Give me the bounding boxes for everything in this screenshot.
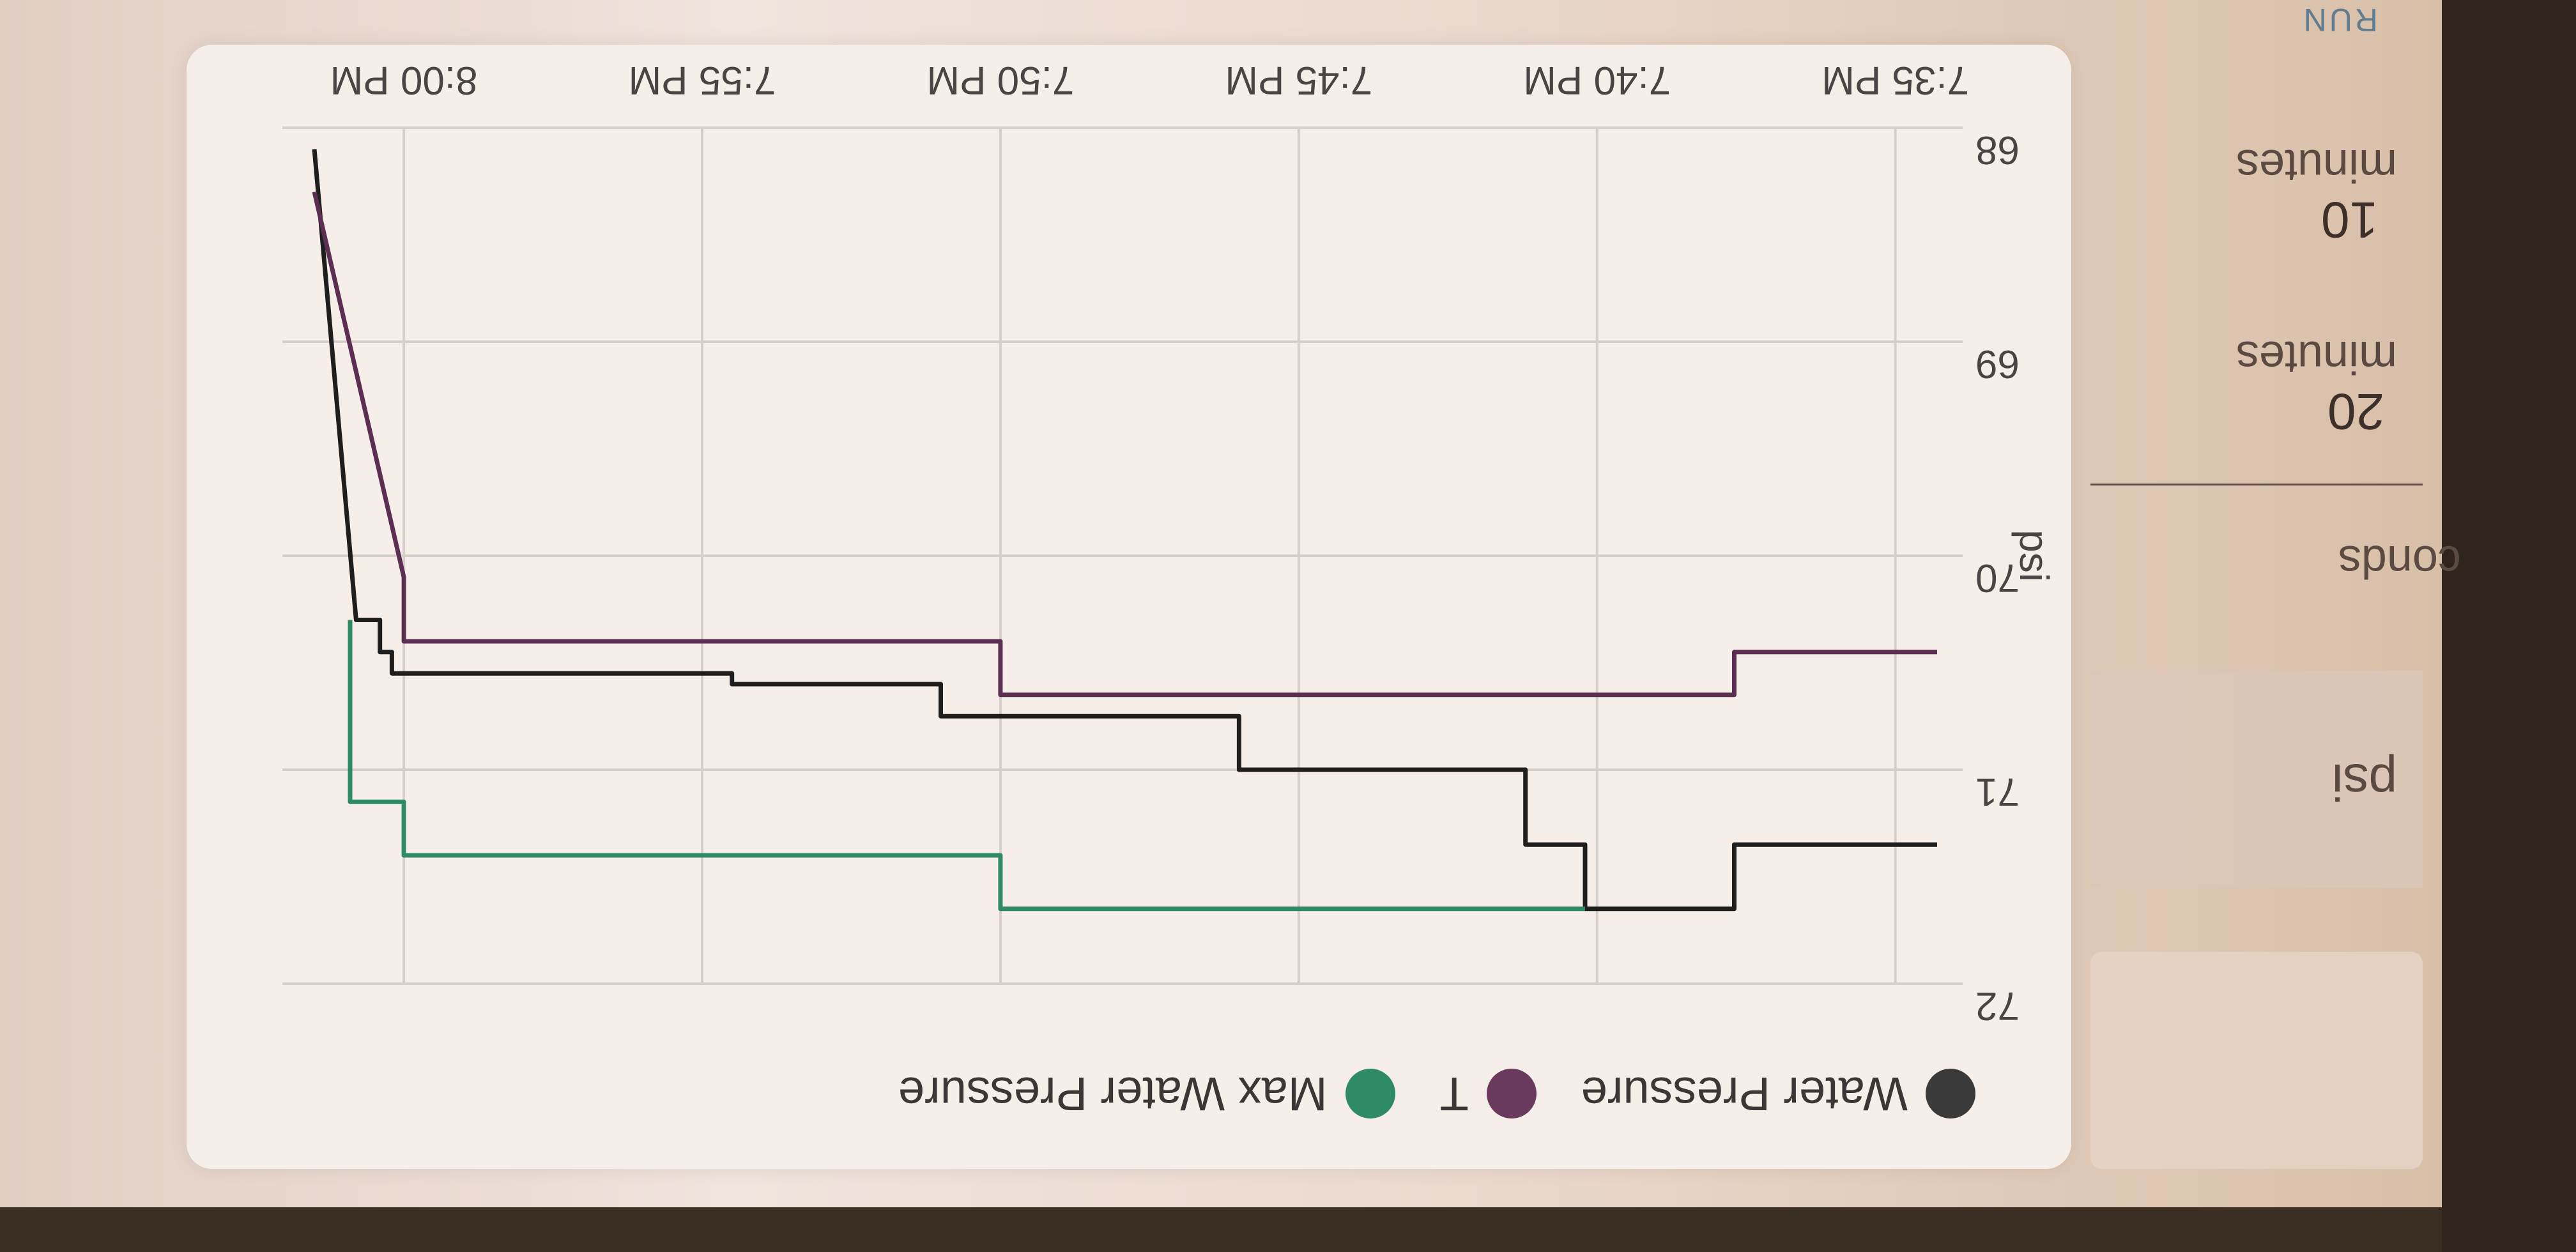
series-line-max-water-pressure — [348, 620, 1585, 912]
x-tick-label: 7:50 PM — [926, 58, 1074, 102]
x-tick-label: 7:45 PM — [1225, 58, 1372, 102]
y-tick-label: 70 — [1975, 556, 2020, 600]
y-tick-label: 71 — [1975, 770, 2020, 814]
y-tick-label: 69 — [1975, 342, 2020, 386]
x-tick-label: 7:55 PM — [629, 58, 776, 102]
series-line-t — [312, 191, 1937, 698]
x-tick-label: 7:35 PM — [1821, 58, 1969, 102]
x-tick-label: 7:40 PM — [1523, 58, 1671, 102]
series-line-water-pressure — [312, 149, 1937, 912]
y-axis-label: psi — [2011, 530, 2057, 582]
x-tick-label: 8:00 PM — [330, 58, 478, 102]
y-tick-label: 68 — [1975, 128, 2020, 172]
y-tick-label: 72 — [1975, 984, 2020, 1028]
